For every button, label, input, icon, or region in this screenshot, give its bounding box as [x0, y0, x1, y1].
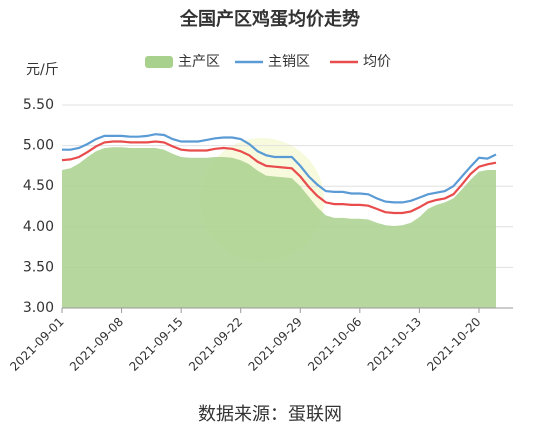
legend-label: 主销区 — [268, 54, 310, 70]
y-tick-label: 4.00 — [23, 219, 54, 235]
legend-label: 均价 — [363, 54, 391, 70]
y-tick-label: 5.00 — [23, 138, 54, 154]
legend-label: 主产区 — [178, 54, 220, 70]
legend-swatch — [145, 56, 173, 68]
y-tick-label: 4.50 — [23, 178, 54, 194]
line — [61, 140, 497, 215]
source: 数据来源：蛋联网 — [198, 404, 342, 425]
y-tick-label: 3.50 — [23, 259, 54, 275]
chart-title: 全国产区鸡蛋均价走势 — [179, 8, 360, 30]
y-axis-label: 元/斤 — [26, 62, 59, 78]
area — [62, 147, 496, 308]
y-tick-label: 5.50 — [23, 97, 54, 113]
line — [62, 133, 497, 204]
y-tick-label: 3.00 — [23, 300, 54, 316]
